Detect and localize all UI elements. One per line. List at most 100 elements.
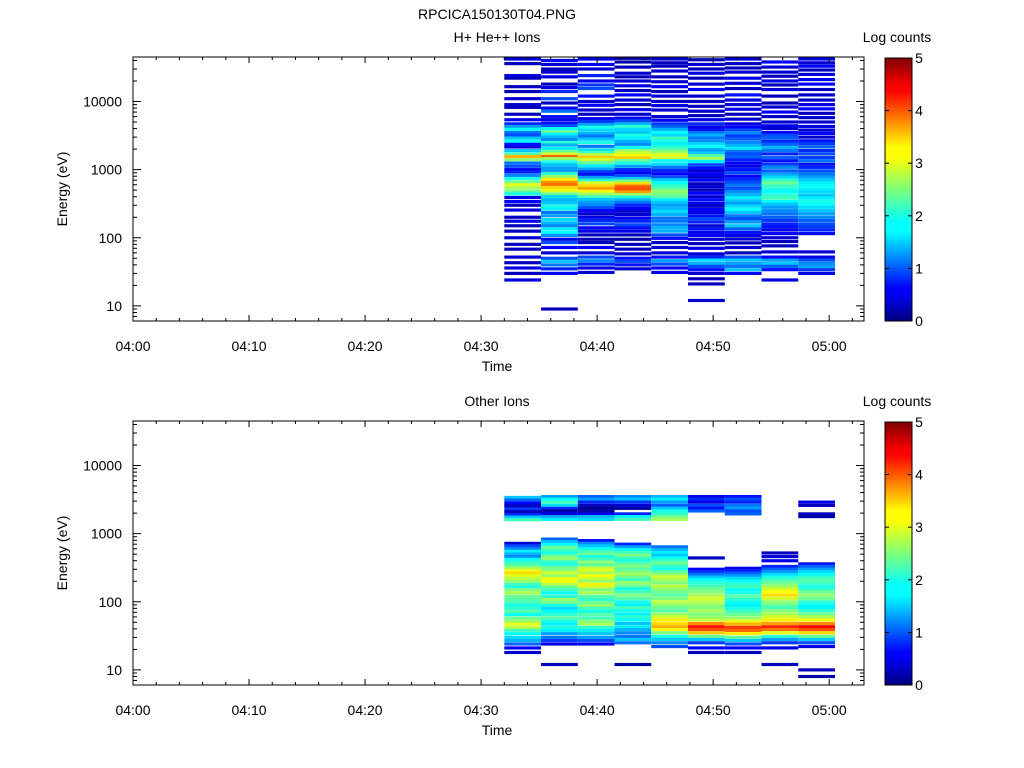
heatmap-cell xyxy=(724,112,762,116)
heatmap-cell xyxy=(651,69,689,73)
heatmap-cell xyxy=(541,548,578,552)
heatmap-cell xyxy=(651,206,689,210)
heatmap-cell xyxy=(724,161,762,165)
heatmap-cell xyxy=(614,606,652,610)
heatmap-cell xyxy=(798,215,835,219)
heatmap-cell xyxy=(724,503,762,507)
heatmap-cell xyxy=(651,559,689,563)
heatmap-cell xyxy=(541,172,578,176)
heatmap-cell xyxy=(724,174,762,178)
heatmap-cell xyxy=(798,631,835,635)
heatmap-cell xyxy=(614,179,652,183)
heatmap-cell xyxy=(798,587,835,591)
heatmap-cell xyxy=(688,590,725,594)
heatmap-cell xyxy=(504,513,542,517)
heatmap-cell xyxy=(688,210,725,215)
heatmap-cell xyxy=(504,594,542,598)
heatmap-cell xyxy=(541,259,578,263)
heatmap-cell xyxy=(651,266,689,270)
heatmap-cell xyxy=(651,216,689,220)
heatmap-cell xyxy=(651,556,689,560)
heatmap-cell xyxy=(724,137,762,141)
heatmap-cell xyxy=(688,114,725,118)
x-tick-label: 04:50 xyxy=(696,702,731,718)
x-tick-label: 04:30 xyxy=(464,702,499,718)
heatmap-cell xyxy=(724,261,762,266)
panel-h-he-ions: H+ He++ Ions 04:00 04:10 04:20 04:30 04:40 04… xyxy=(54,29,931,374)
heatmap-cell xyxy=(541,198,578,202)
heatmap-cell xyxy=(504,557,542,561)
heatmap-cell xyxy=(541,509,578,513)
heatmap-cell xyxy=(798,222,835,226)
heatmap-cell xyxy=(724,603,762,608)
heatmap-cell xyxy=(541,130,578,134)
heatmap-cell xyxy=(577,552,615,556)
heatmap-cell xyxy=(651,550,689,554)
x-tick-label: 05:00 xyxy=(812,702,847,718)
heatmap-cell xyxy=(614,75,652,79)
heatmap-cell xyxy=(651,192,689,196)
heatmap-cell xyxy=(798,156,835,160)
heatmap-cell xyxy=(577,266,615,270)
heatmap-cell xyxy=(504,122,542,126)
heatmap-cell xyxy=(724,201,762,205)
heatmap-cell xyxy=(577,262,615,266)
heatmap-cell xyxy=(504,603,542,608)
heatmap-cell xyxy=(761,142,799,146)
x-tick-label: 04:30 xyxy=(464,338,499,354)
heatmap-cell xyxy=(688,76,725,80)
heatmap-cell xyxy=(724,597,762,602)
heatmap-cell xyxy=(541,227,578,231)
heatmap-cell xyxy=(541,214,578,218)
heatmap-cell xyxy=(614,133,652,137)
heatmap-cell xyxy=(541,619,578,623)
heatmap-cell xyxy=(651,612,689,616)
heatmap-cell xyxy=(651,223,689,227)
heatmap-cell xyxy=(798,250,835,254)
heatmap-cell xyxy=(504,118,542,122)
heatmap-cell xyxy=(761,628,799,632)
x-tick-label: 05:00 xyxy=(812,338,847,354)
heatmap-cell xyxy=(798,218,835,222)
y-axis-label: Energy (eV) xyxy=(54,516,70,591)
heatmap-cell xyxy=(651,494,689,499)
heatmap-cell xyxy=(541,240,578,245)
heatmap-cell xyxy=(761,115,799,119)
heatmap-cell xyxy=(651,181,689,185)
heatmap-cell xyxy=(504,271,542,275)
heatmap-cell xyxy=(688,593,725,597)
heatmap-cell xyxy=(798,618,835,622)
heatmap-cell xyxy=(614,71,652,75)
heatmap-cell xyxy=(541,58,578,63)
heatmap-cell xyxy=(614,621,652,626)
heatmap-cell xyxy=(541,497,578,501)
heatmap-cell xyxy=(651,575,689,579)
heatmap-cell xyxy=(651,634,689,638)
heatmap-cell xyxy=(651,104,689,108)
heatmap-cell xyxy=(688,567,725,571)
heatmap-cell xyxy=(577,606,615,610)
heatmap-cell xyxy=(577,212,615,216)
y-tick-label: 1000 xyxy=(91,526,122,542)
heatmap-cell xyxy=(688,122,725,126)
heatmap-cell xyxy=(724,642,762,646)
heatmap-cell xyxy=(688,603,725,607)
heatmap-cell xyxy=(724,569,762,573)
heatmap-cell xyxy=(761,278,799,282)
heatmap-cell xyxy=(688,227,725,231)
heatmap-cell xyxy=(688,62,725,67)
heatmap-cell xyxy=(577,576,615,581)
heatmap-cell xyxy=(798,145,835,149)
heatmap-cell xyxy=(577,150,615,154)
heatmap-cells xyxy=(504,57,835,311)
heatmap-cell xyxy=(577,79,615,83)
heatmap-cell xyxy=(504,612,542,617)
heatmap-cell xyxy=(798,615,835,619)
heatmap-cell xyxy=(577,549,615,553)
heatmap-cell xyxy=(761,169,799,173)
heatmap-cell xyxy=(761,196,799,200)
heatmap-cell xyxy=(724,500,762,504)
heatmap-cell xyxy=(541,642,578,646)
heatmap-cell xyxy=(614,567,652,571)
heatmap-cell xyxy=(798,131,835,136)
